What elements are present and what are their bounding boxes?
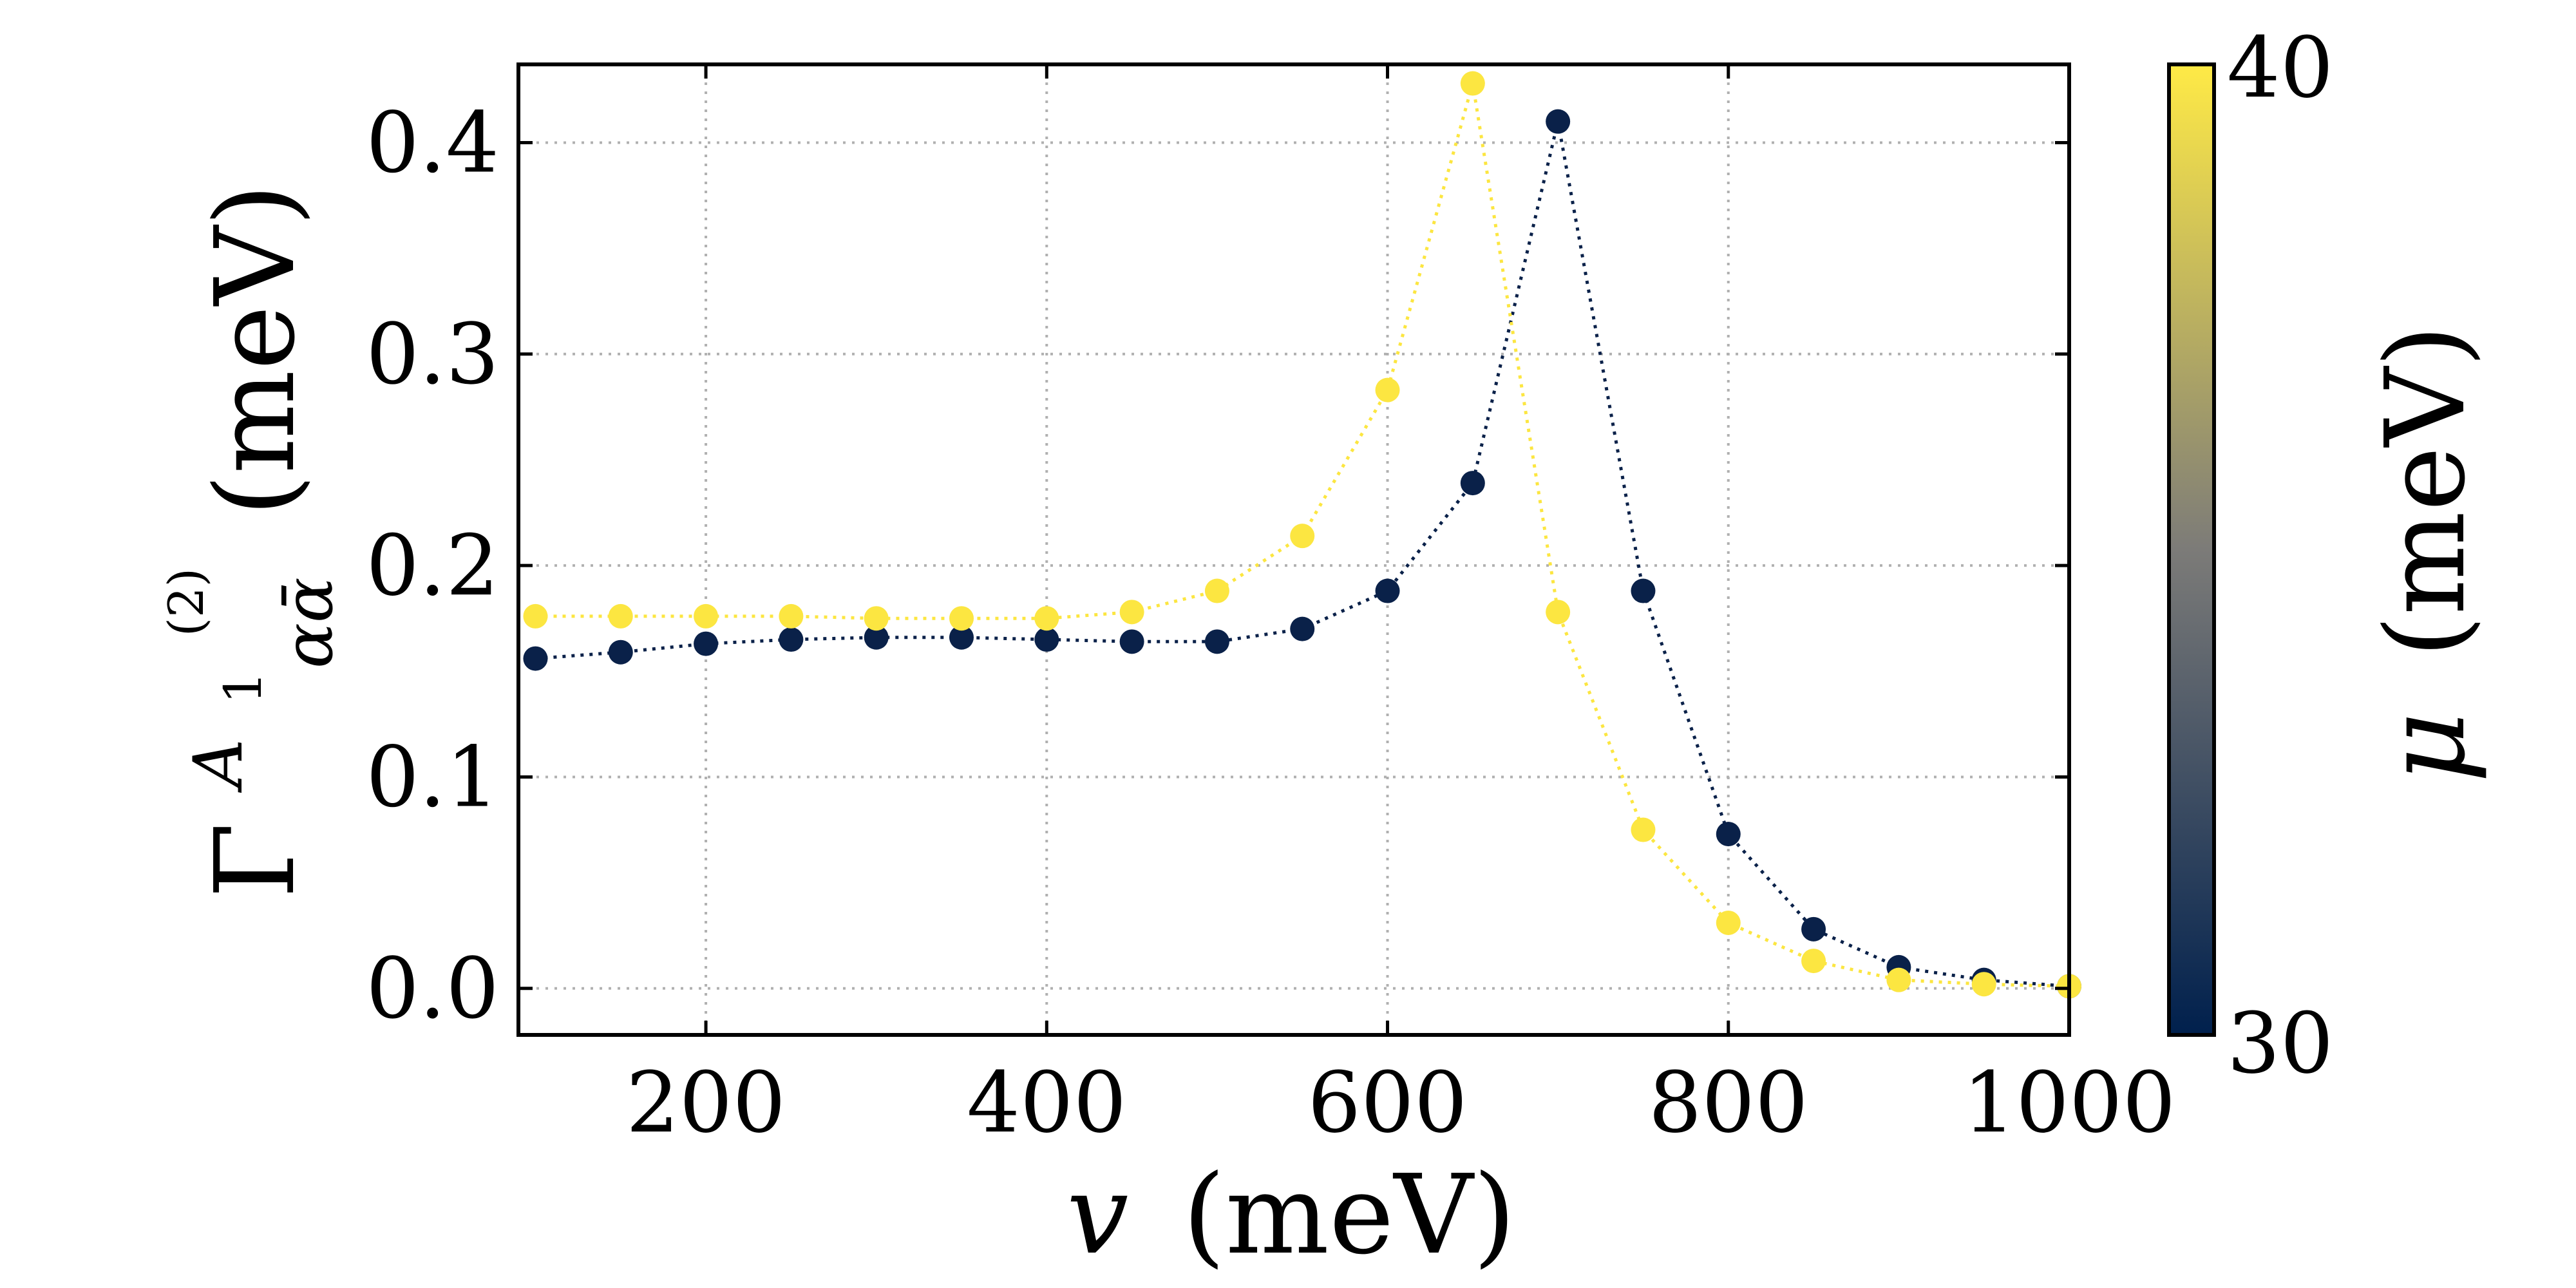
y-axis-superscript: A (179, 739, 258, 793)
data-point (1631, 578, 1656, 603)
data-point (608, 639, 633, 665)
data-point (1971, 972, 1996, 997)
data-point (1290, 524, 1315, 549)
data-point (1034, 627, 1059, 652)
data-point (1801, 949, 1826, 974)
x-tick-label: 800 (1649, 1054, 1808, 1151)
y-tick-label: 0.4 (366, 93, 499, 191)
data-point (1290, 616, 1315, 641)
x-axis-label: v (meV) (1066, 1151, 1515, 1279)
x-tick-label: 1000 (1963, 1054, 2176, 1151)
data-point (1460, 471, 1485, 496)
data-point (1546, 109, 1571, 134)
y-tick-label: 0.2 (366, 516, 499, 614)
colorbar (2167, 62, 2216, 1037)
data-point (1034, 606, 1059, 631)
grid (518, 64, 2070, 1035)
y-axis-label: Γ A 1 (2) αᾱ (meV) (102, 184, 358, 898)
x-tick-label: 200 (626, 1054, 786, 1151)
x-tick-label: 400 (967, 1054, 1126, 1151)
y-tick-label: 0.0 (366, 940, 499, 1037)
data-point (1204, 578, 1229, 603)
data-point (694, 631, 719, 656)
colorbar-label-var: μ (2362, 712, 2490, 782)
data-point (779, 603, 804, 629)
y-axis-unit: (meV) (192, 184, 319, 516)
data-point (1460, 71, 1485, 96)
data-point (523, 646, 548, 671)
y-axis-subscript: αᾱ (269, 577, 348, 668)
ticks: 200 400 600 800 1000 0.0 0.1 0.2 0.3 0.4 (366, 64, 2175, 1151)
data-point (1204, 629, 1229, 654)
data-point (1886, 967, 1911, 992)
data-point (1631, 817, 1656, 842)
data-point (864, 625, 889, 650)
y-tick-label: 0.3 (366, 305, 499, 403)
data-point (1375, 578, 1400, 603)
data-point (779, 627, 804, 652)
data-point (1119, 629, 1144, 654)
y-axis-superscript-sub: 1 (213, 671, 273, 704)
data-point (608, 603, 633, 629)
y-axis-symbol: Γ (192, 822, 319, 898)
colorbar-max-label: 40 (2227, 19, 2333, 117)
x-axis-unit: (meV) (1182, 1151, 1515, 1279)
data-point (949, 625, 974, 650)
series-30 (523, 109, 2081, 999)
series-layer (523, 71, 2081, 999)
y-axis-superscript-paren: (2) (158, 568, 214, 636)
series-line (535, 121, 2070, 988)
data-point (1119, 600, 1144, 625)
data-point (1546, 600, 1571, 625)
data-point (523, 603, 548, 629)
y-tick-label: 0.1 (366, 728, 499, 826)
colorbar-min-label: 30 (2227, 994, 2333, 1092)
plot-frame (516, 62, 2071, 1037)
data-point (1801, 916, 1826, 942)
data-point (864, 606, 889, 631)
data-point (694, 603, 719, 629)
colorbar-label-unit: (meV) (2362, 325, 2490, 658)
data-point (949, 606, 974, 631)
x-axis-var: v (1066, 1151, 1128, 1279)
data-point (1375, 377, 1400, 402)
data-point (1716, 822, 1741, 847)
series-40 (523, 71, 2081, 999)
x-tick-label: 600 (1307, 1054, 1467, 1151)
data-point (1716, 910, 1741, 935)
colorbar-label: μ (meV) (2362, 325, 2490, 783)
